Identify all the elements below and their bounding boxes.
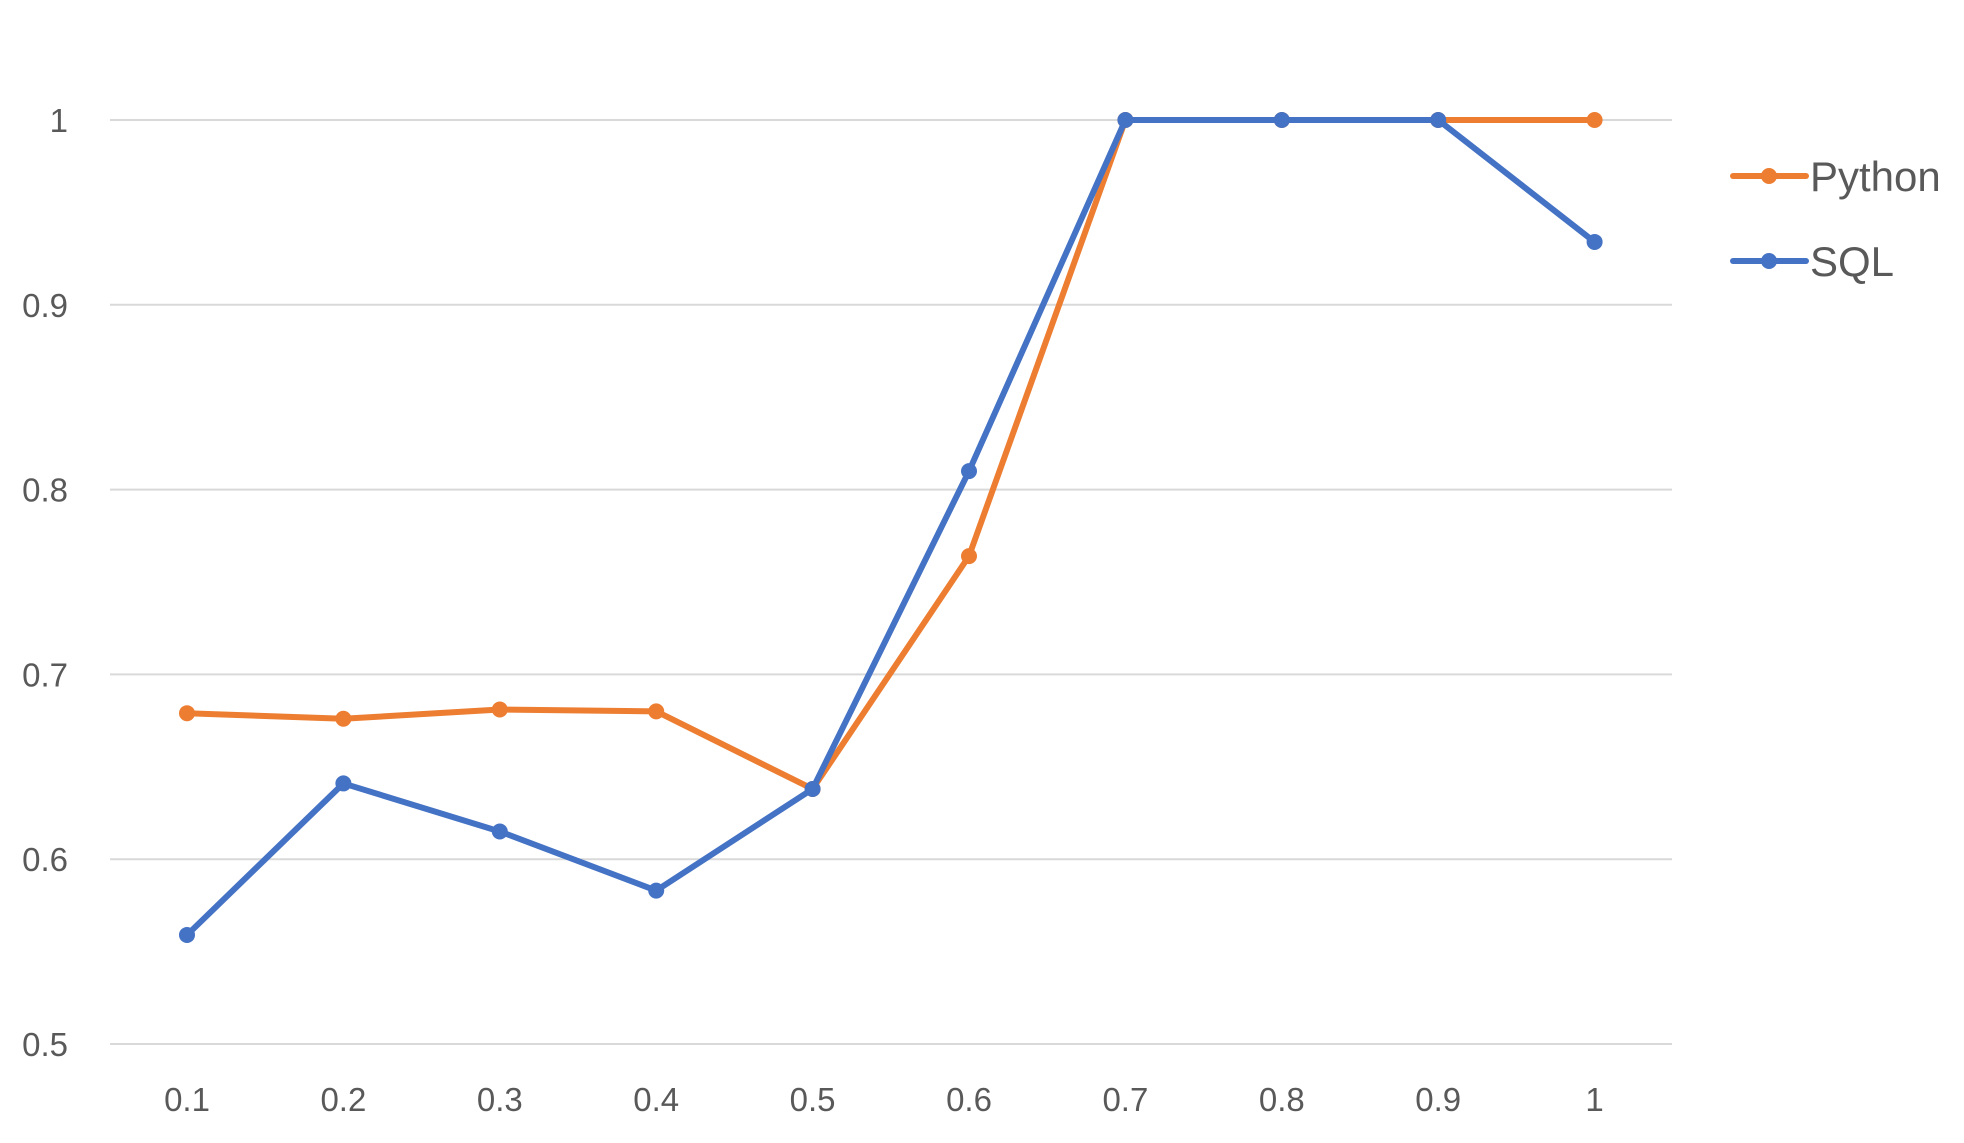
y-tick-label: 0.8 [22,472,68,509]
legend: Python SQL [1730,153,1941,285]
data-point-sql [1273,112,1290,128]
data-point-python [179,705,195,722]
data-point-python [961,548,977,565]
y-axis-tick-labels: 0.5 0.6 0.7 0.8 0.9 1 [22,102,68,1063]
gridlines [110,119,1672,1045]
data-point-sql [1117,112,1134,128]
data-point-sql [1430,112,1447,128]
series-python [179,112,1603,797]
y-tick-label: 1 [50,102,68,139]
legend-swatch-marker [1761,253,1777,269]
x-tick-label: 0.3 [477,1081,523,1118]
y-tick-label: 0.7 [22,656,68,693]
series-sql [179,112,1603,943]
x-tick-label: 0.8 [1259,1081,1305,1118]
data-point-sql [648,882,665,899]
data-point-sql [335,775,352,792]
x-tick-label: 0.5 [790,1081,836,1118]
series-lines [179,112,1603,943]
y-tick-label: 0.5 [22,1026,68,1063]
x-tick-label: 0.6 [946,1081,992,1118]
data-point-python [335,710,352,727]
y-tick-label: 0.9 [22,287,68,324]
legend-swatch-marker [1761,168,1777,184]
data-point-python [491,701,508,718]
x-tick-label: 0.7 [1102,1081,1148,1118]
series-line-python [184,117,1598,792]
x-tick-label: 0.2 [320,1081,366,1118]
data-point-sql [1586,233,1603,250]
x-tick-label: 0.4 [633,1081,679,1118]
legend-item-python: Python [1730,153,1941,200]
x-axis-tick-labels: 0.1 0.2 0.3 0.4 0.5 0.6 0.7 0.8 0.9 1 [164,1081,1604,1118]
data-point-sql [491,823,508,840]
x-tick-label: 1 [1585,1081,1603,1118]
data-point-sql [179,926,195,943]
x-tick-label: 0.1 [164,1081,210,1118]
legend-label: SQL [1810,238,1894,285]
x-tick-label: 0.9 [1415,1081,1461,1118]
y-tick-label: 0.6 [22,841,68,878]
legend-item-sql: SQL [1730,238,1894,285]
data-point-sql [961,463,977,480]
data-point-python [1586,112,1603,128]
data-point-sql [804,780,821,797]
data-point-python [648,703,665,720]
legend-label: Python [1810,153,1941,200]
series-line-sql [184,117,1598,938]
